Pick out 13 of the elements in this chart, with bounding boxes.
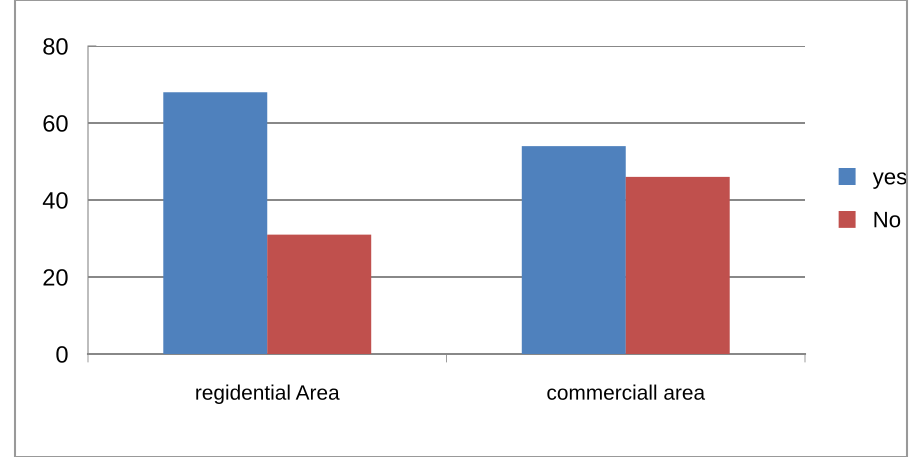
y-tick-label: 40 [42, 192, 68, 209]
x-tick-label: commerciall area [547, 384, 706, 400]
bar [626, 176, 730, 354]
y-tick-label: 0 [56, 346, 68, 363]
bar [267, 234, 372, 354]
x-tick-label: regidential Area [196, 384, 340, 404]
bar [163, 92, 268, 354]
y-tick-label: 20 [43, 269, 68, 286]
y-tick-label: 60 [43, 115, 68, 132]
legend-label: No [874, 212, 900, 228]
bar [522, 146, 626, 354]
y-tick-label: 80 [43, 38, 68, 55]
legend-label: yes [872, 172, 906, 189]
